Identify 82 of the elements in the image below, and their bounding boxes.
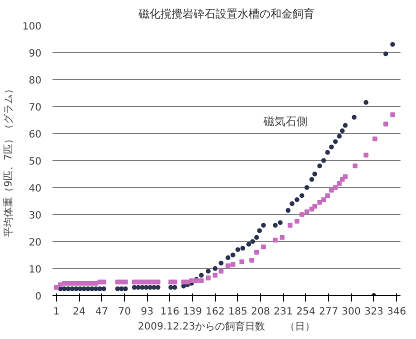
point	[185, 280, 190, 284]
point	[230, 262, 236, 267]
x-tick-label: 24	[72, 306, 86, 318]
point	[136, 280, 141, 284]
point	[239, 259, 244, 264]
point	[317, 200, 322, 205]
x-tick-label: 185	[228, 306, 248, 318]
x-tick-label: 323	[364, 306, 384, 318]
point	[78, 280, 83, 286]
point	[352, 164, 358, 168]
point	[82, 280, 86, 286]
x-tick-label: 116	[160, 306, 180, 318]
point	[280, 235, 285, 240]
point	[212, 272, 218, 278]
point	[294, 218, 300, 224]
y-tick-label: 20	[28, 238, 42, 248]
point	[329, 188, 334, 193]
y-tick-label: 100	[22, 22, 42, 32]
point	[218, 268, 224, 274]
point	[168, 280, 174, 284]
point	[321, 197, 326, 202]
point	[342, 174, 348, 180]
point	[336, 181, 342, 186]
x-tick-label: 231	[274, 306, 293, 318]
point	[140, 280, 145, 284]
point	[119, 280, 124, 284]
point	[70, 280, 75, 286]
point	[123, 280, 128, 284]
y-tick-label: 0	[35, 292, 42, 302]
point	[249, 258, 254, 263]
y-tick-label: 60	[28, 130, 42, 140]
point	[312, 204, 318, 209]
point	[372, 136, 378, 142]
y-tick-label: 70	[28, 102, 42, 114]
x-tick-label: 208	[250, 306, 270, 318]
point	[101, 280, 106, 284]
point	[261, 244, 266, 250]
y-tick-label: 50	[28, 156, 42, 168]
x-tick-label: 1	[53, 306, 60, 318]
point	[364, 152, 368, 158]
point	[383, 122, 388, 126]
point	[66, 280, 71, 286]
point	[254, 250, 259, 255]
point	[226, 263, 230, 268]
chart-title: 磁化撹攪岩砕石設置水槽の和金飼育	[138, 8, 314, 20]
point	[152, 280, 156, 284]
x-axis-title: 2009.12.23からの飼育日数 （日）	[138, 320, 316, 332]
point	[272, 238, 278, 243]
y-tick-label: 10	[28, 264, 42, 276]
point	[288, 222, 292, 228]
point	[115, 280, 120, 284]
x-tick-label: 277	[318, 306, 338, 318]
point	[90, 280, 94, 286]
point	[304, 209, 310, 214]
x-tick-label: 300	[342, 306, 361, 318]
x-tick-label: 139	[182, 306, 202, 318]
point	[156, 280, 160, 284]
point	[325, 193, 330, 198]
point	[198, 278, 204, 284]
point	[181, 280, 186, 284]
point	[189, 278, 194, 284]
point	[86, 280, 90, 286]
point	[333, 185, 338, 190]
x-tick-label: 254	[296, 306, 316, 318]
point	[300, 212, 304, 217]
x-tick-label: 93	[140, 306, 154, 318]
x-tick-label: 47	[95, 306, 108, 318]
point	[172, 280, 178, 284]
y-tick-label: 90	[28, 48, 42, 60]
y-tick-label: 40	[28, 184, 42, 194]
x-tick-label: 162	[206, 306, 225, 318]
y-tick-label: 80	[28, 76, 42, 86]
x-tick-label: 346	[387, 306, 406, 318]
y-tick-label: 30	[28, 210, 42, 222]
point	[148, 280, 152, 284]
point	[93, 280, 98, 286]
y-axis-title: 平均体重（9匹、7匹）（グラム）	[2, 84, 14, 237]
point	[62, 280, 67, 286]
point	[390, 112, 396, 117]
x-tick-label: 70	[118, 306, 131, 318]
point	[206, 276, 211, 280]
text: 磁気石側	[262, 114, 308, 128]
